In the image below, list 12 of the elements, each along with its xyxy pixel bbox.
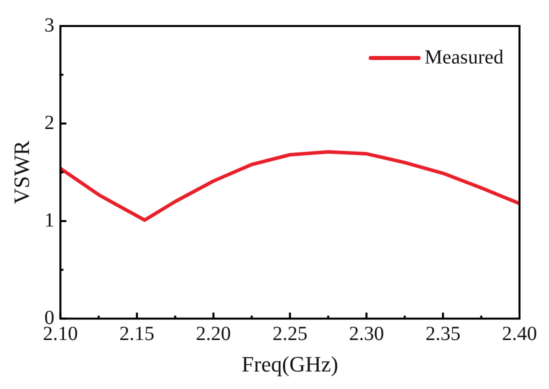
x-tick-label: 2.20 [196, 322, 231, 345]
x-tick-label: 2.15 [119, 322, 154, 345]
legend-label: Measured [424, 46, 504, 68]
x-axis-title: Freq(GHz) [242, 352, 338, 377]
y-axis-title: VSWR [8, 140, 34, 204]
x-tick-label: 2.40 [502, 322, 537, 345]
x-tick-label: 2.35 [425, 322, 460, 345]
x-tick-label: 2.25 [272, 322, 308, 345]
y-tick-label: 1 [44, 209, 54, 232]
y-tick-label: 3 [44, 14, 54, 36]
x-tick-label: 2.30 [348, 322, 384, 345]
y-tick-label: 2 [44, 112, 54, 134]
